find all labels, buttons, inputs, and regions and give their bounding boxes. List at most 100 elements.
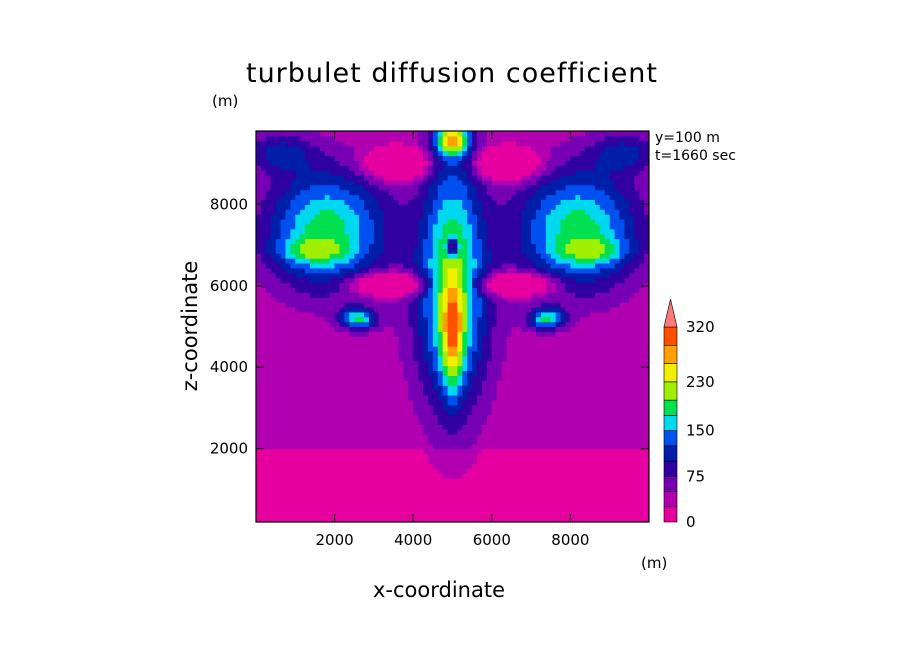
field-cell	[319, 399, 326, 406]
field-cell	[383, 380, 390, 386]
field-cell	[265, 399, 272, 406]
field-cell	[368, 174, 375, 181]
field-cell	[319, 443, 326, 450]
field-cell	[427, 380, 434, 386]
field-cell	[413, 517, 419, 522]
field-cell	[486, 174, 493, 181]
field-cell	[540, 311, 547, 318]
field-cell	[477, 341, 483, 347]
field-cell	[462, 262, 468, 269]
field-cell	[300, 385, 306, 391]
field-cell	[324, 473, 331, 479]
field-cell	[300, 434, 306, 440]
field-cell	[349, 150, 355, 157]
field-cell	[550, 380, 557, 386]
field-cell	[314, 453, 321, 460]
field-cell	[496, 365, 503, 372]
field-cell	[447, 165, 454, 171]
field-cell	[344, 233, 350, 240]
field-cell	[486, 350, 493, 357]
field-cell	[349, 394, 355, 401]
field-cell	[555, 443, 562, 450]
field-cell	[354, 468, 360, 474]
field-cell	[437, 233, 444, 240]
field-cell	[550, 468, 557, 474]
field-cell	[467, 199, 473, 205]
field-cell	[408, 228, 414, 235]
field-cell	[555, 512, 562, 518]
field-cell	[295, 443, 301, 450]
field-cell	[432, 297, 439, 303]
field-cell	[310, 331, 316, 337]
field-cell	[285, 272, 291, 279]
field-cell	[270, 512, 277, 518]
field-cell	[388, 409, 395, 416]
field-cell	[265, 209, 272, 215]
field-cell	[393, 223, 400, 230]
field-cell	[285, 336, 291, 342]
field-cell	[462, 448, 468, 455]
field-cell	[305, 228, 311, 235]
field-cell	[334, 189, 341, 196]
field-cell	[427, 321, 434, 328]
field-cell	[354, 258, 360, 264]
field-cell	[290, 502, 296, 508]
field-cell	[506, 189, 513, 196]
field-cell	[295, 512, 301, 518]
field-cell	[496, 135, 503, 142]
field-cell	[477, 336, 483, 342]
field-cell	[481, 170, 488, 176]
field-cell	[432, 404, 439, 411]
field-cell	[418, 463, 424, 469]
field-cell	[364, 179, 370, 186]
field-cell	[432, 424, 439, 430]
field-cell	[462, 160, 468, 166]
field-cell	[334, 443, 341, 450]
field-cell	[339, 507, 346, 513]
field-cell	[418, 228, 424, 235]
field-cell	[526, 448, 532, 455]
field-cell	[373, 189, 380, 196]
field-cell	[275, 468, 282, 474]
field-cell	[550, 184, 557, 191]
field-cell	[423, 487, 429, 494]
field-cell	[550, 267, 557, 274]
field-cell	[364, 184, 370, 191]
field-cell	[427, 253, 434, 259]
field-cell	[378, 189, 385, 196]
field-cell	[462, 404, 468, 411]
field-cell	[457, 336, 463, 342]
field-cell	[540, 487, 547, 494]
field-cell	[329, 223, 336, 230]
field-cell	[354, 243, 360, 249]
field-cell	[481, 365, 488, 372]
field-cell	[432, 321, 439, 328]
field-cell	[305, 297, 311, 303]
field-cell	[388, 453, 395, 460]
field-cell	[413, 189, 419, 196]
field-cell	[378, 277, 385, 284]
field-cell	[521, 179, 527, 186]
field-cell	[501, 179, 508, 186]
field-cell	[457, 360, 463, 367]
field-cell	[403, 199, 409, 205]
field-cell	[437, 443, 444, 450]
field-cell	[462, 282, 468, 288]
field-cell	[368, 282, 375, 288]
field-cell	[521, 189, 527, 196]
field-cell	[275, 463, 282, 469]
field-cell	[344, 297, 350, 303]
field-cell	[521, 507, 527, 513]
field-cell	[540, 482, 547, 489]
field-cell	[310, 360, 316, 367]
field-cell	[540, 272, 547, 279]
field-cell	[408, 209, 414, 215]
field-cell	[314, 214, 321, 220]
field-cell	[260, 311, 267, 318]
field-cell	[383, 331, 390, 337]
field-cell	[511, 243, 517, 249]
field-cell	[447, 209, 454, 215]
field-cell	[319, 145, 326, 152]
field-cell	[408, 458, 414, 464]
field-cell	[334, 223, 341, 230]
